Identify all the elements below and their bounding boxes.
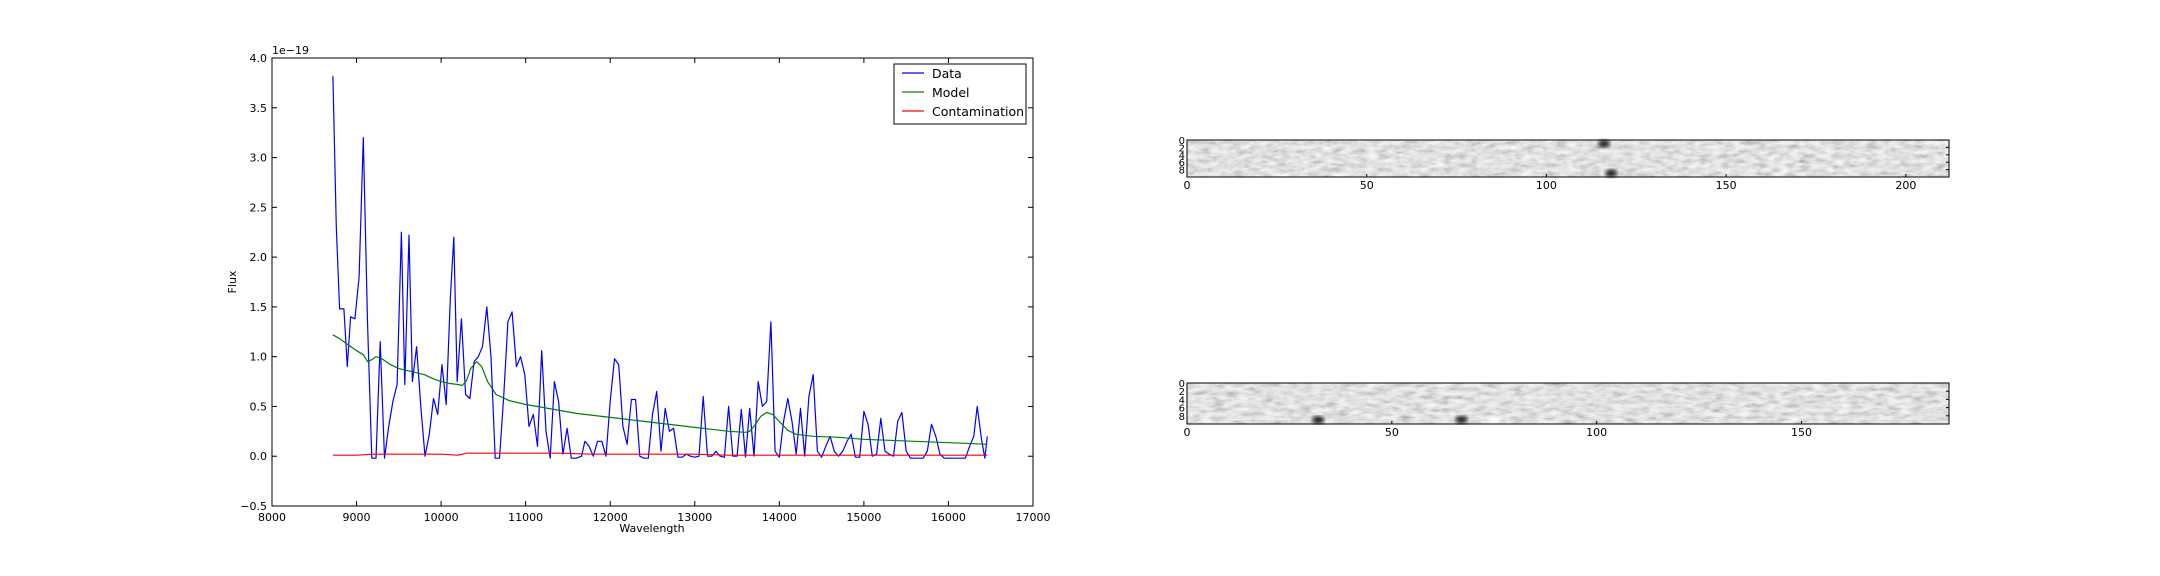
spectrum-legend: Data Model Contamination <box>893 63 1027 125</box>
x-tick-label: 11000 <box>508 511 543 524</box>
y-tick-label: 4.0 <box>250 52 268 65</box>
y-tick-label: 4 <box>1179 151 1185 162</box>
y-tick-label: 2.5 <box>250 201 268 214</box>
spectrum-y-axis-label: Flux <box>226 270 239 293</box>
x-tick-label: 0 <box>1184 426 1191 439</box>
image-top-pixels <box>1187 140 1949 177</box>
y-tick-label: 6 <box>1179 158 1185 169</box>
image-bottom-x-ticks: 0 50 100 150 <box>1184 421 1812 439</box>
x-tick-label: 16000 <box>931 511 966 524</box>
dark-pixel-feature <box>1605 169 1618 178</box>
image-bottom-pixels <box>1187 383 1949 424</box>
y-tick-label: 3.5 <box>250 102 268 115</box>
x-tick-label: 100 <box>1536 179 1557 192</box>
legend-label-data: Data <box>932 66 962 81</box>
series-line-data <box>332 75 988 459</box>
x-tick-label: 17000 <box>1016 511 1051 524</box>
dark-pixel-feature <box>1312 415 1325 424</box>
series-line-contamination <box>332 452 988 456</box>
x-tick-label: 100 <box>1586 426 1607 439</box>
y-tick-label: 2 <box>1179 143 1185 154</box>
series-line-model <box>332 334 988 445</box>
spectrum-axes-frame <box>271 57 1034 507</box>
image-bottom-frame <box>1186 382 1950 425</box>
spectrum-marks <box>332 75 988 459</box>
x-tick-label: 14000 <box>762 511 797 524</box>
image-top-frame <box>1186 139 1950 178</box>
y-tick-label: 0 <box>1179 379 1185 390</box>
x-tick-label: 50 <box>1385 426 1399 439</box>
y-tick-label: 1.0 <box>250 351 268 364</box>
legend-label-model: Model <box>932 85 970 100</box>
y-tick-label: 4 <box>1179 395 1185 406</box>
y-tick-label: 0.5 <box>250 400 268 413</box>
y-tick-label: 2.0 <box>250 251 268 264</box>
x-tick-label: 50 <box>1360 179 1374 192</box>
image-bottom-features <box>1312 415 1501 424</box>
y-tick-label: 8 <box>1179 412 1185 423</box>
spectrum-offset-text: 1e−19 <box>272 44 309 57</box>
y-tick-label: 1.5 <box>250 301 268 314</box>
spectrum-x-ticks: 8000 9000 10000 11000 12000 13000 14000 15000 16… <box>258 58 1051 524</box>
spectrum-chart: 8000 9000 10000 11000 12000 13000 14000 15000 16… <box>226 44 1051 535</box>
legend-box <box>893 63 1027 125</box>
x-tick-label: 12000 <box>593 511 628 524</box>
bright-pixel-feature <box>1488 415 1501 424</box>
dark-pixel-feature <box>1455 415 1468 424</box>
x-tick-label: 150 <box>1791 426 1812 439</box>
y-tick-label: −0.5 <box>240 500 267 513</box>
x-tick-label: 200 <box>1895 179 1916 192</box>
y-tick-label: 3.0 <box>250 152 268 165</box>
x-tick-label: 10000 <box>424 511 459 524</box>
y-tick-label: 0.0 <box>250 450 268 463</box>
legend-label-contamination: Contamination <box>932 104 1024 119</box>
dark-pixel-feature <box>1597 139 1610 148</box>
image-top-features <box>1597 139 1618 178</box>
spectrum-x-axis-label: Wavelength <box>619 522 684 535</box>
x-tick-label: 0 <box>1184 179 1191 192</box>
x-tick-label: 13000 <box>677 511 712 524</box>
image-top-x-ticks: 0 50 100 150 200 <box>1184 174 1916 192</box>
y-tick-label: 0 <box>1179 136 1185 147</box>
y-tick-label: 8 <box>1179 166 1185 177</box>
x-tick-label: 15000 <box>846 511 881 524</box>
x-tick-label: 8000 <box>258 511 286 524</box>
y-tick-label: 6 <box>1179 404 1185 415</box>
x-tick-label: 9000 <box>343 511 371 524</box>
x-tick-label: 150 <box>1716 179 1737 192</box>
spectrum-y-ticks: −0.5 0.0 0.5 1.0 1.5 2.0 2.5 3.0 3.5 4.0 <box>240 52 1033 513</box>
y-tick-label: 2 <box>1179 387 1185 398</box>
